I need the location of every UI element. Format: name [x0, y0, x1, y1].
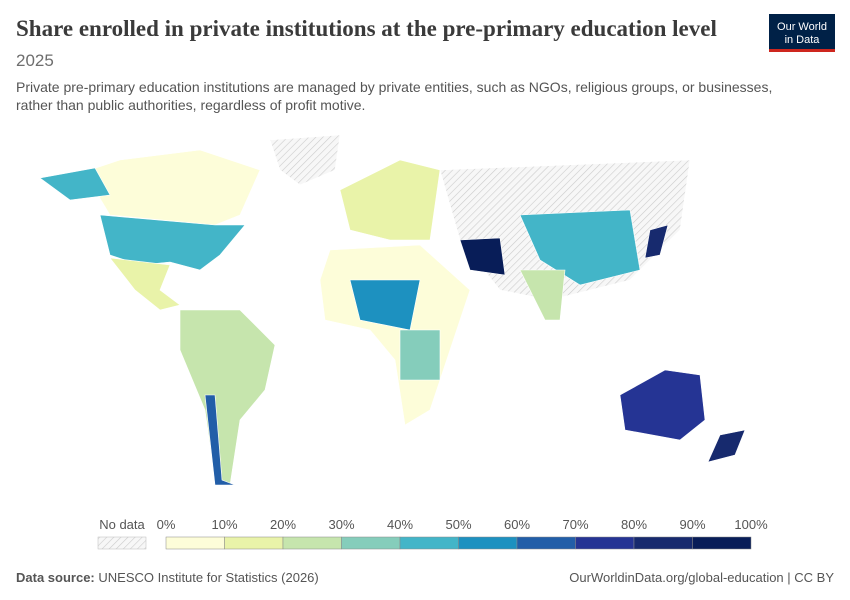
- legend-swatch: [282, 536, 342, 550]
- legend-tick: 10%: [211, 517, 237, 532]
- source-label: Data source:: [16, 570, 95, 585]
- japan: [644, 224, 669, 259]
- new-zealand: [707, 429, 746, 463]
- central-africa: [399, 329, 441, 381]
- legend: 0% 10% 20% 30% 40% 50% 60% 70% 80% 90% 100%: [157, 517, 768, 550]
- footer-link[interactable]: OurWorldinData.org/global-education | CC…: [569, 570, 834, 585]
- legend-tick: 90%: [679, 517, 705, 532]
- usa: [99, 214, 246, 271]
- logo-text: in Data: [785, 34, 821, 46]
- legend-swatch: [399, 536, 459, 550]
- legend-swatch: [458, 536, 518, 550]
- australia: [619, 369, 706, 441]
- legend-swatch: [165, 536, 225, 550]
- legend-swatch: [516, 536, 576, 550]
- source: UNESCO Institute for Statistics (2026): [98, 570, 318, 585]
- china: [519, 209, 641, 286]
- legend-tick: 30%: [328, 517, 354, 532]
- south-america: [179, 309, 276, 486]
- iran: [459, 237, 506, 276]
- chile: [204, 394, 236, 486]
- logo-text: Our World: [777, 21, 827, 33]
- alaska: [39, 167, 111, 201]
- year: 2025: [16, 51, 54, 70]
- india: [519, 269, 566, 321]
- footer: Data source: UNESCO Institute for Statis…: [16, 570, 319, 585]
- logo[interactable]: Our World in Data: [769, 14, 835, 52]
- mexico: [109, 257, 181, 311]
- subtitle: Private pre-primary education institutio…: [16, 79, 772, 95]
- legend-label: No data: [99, 517, 145, 532]
- logo-box: [769, 14, 835, 52]
- title: Share enrolled in private institutions a…: [16, 16, 717, 41]
- legend-tick: 80%: [621, 517, 647, 532]
- no-data-swatch: [97, 536, 147, 550]
- europe: [339, 159, 441, 241]
- legend-swatch: [692, 536, 752, 550]
- canada: [58, 149, 261, 226]
- legend-tick: 50%: [445, 517, 471, 532]
- subtitle: rather than public authorities, regardle…: [16, 97, 365, 113]
- logo-bar: [769, 49, 835, 52]
- legend-swatch: [575, 536, 635, 550]
- greenland: [269, 134, 341, 186]
- africa: [319, 244, 471, 426]
- legend-tick: 40%: [387, 517, 413, 532]
- legend-tick: 60%: [504, 517, 530, 532]
- legend-tick: 100%: [734, 517, 768, 532]
- legend-swatch: [341, 536, 401, 550]
- legend-swatch: [633, 536, 693, 550]
- legend-tick: 20%: [270, 517, 296, 532]
- legend-swatch: [224, 536, 284, 550]
- legend-tick: 70%: [562, 517, 588, 532]
- map: [39, 134, 746, 486]
- legend-tick: 0%: [157, 517, 176, 532]
